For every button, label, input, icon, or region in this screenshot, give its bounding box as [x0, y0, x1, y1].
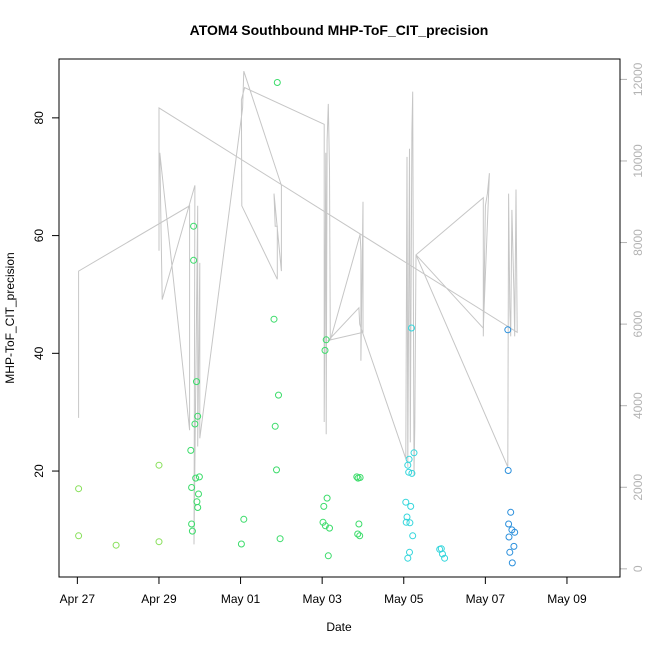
y-tick-label-3: 80	[32, 111, 46, 125]
y2-tick-label-6: 12000	[631, 62, 645, 96]
data-point-41	[402, 498, 410, 506]
data-point-60	[504, 467, 512, 474]
scatter-points	[75, 79, 519, 567]
line-series	[78, 71, 518, 545]
data-point-0	[75, 485, 83, 493]
data-point-35	[353, 473, 361, 481]
data-point-20	[240, 515, 248, 523]
data-point-9	[190, 222, 198, 230]
y-tick-label-2: 60	[32, 229, 46, 243]
data-point-21	[270, 315, 278, 323]
x-tick-label-3: May 03	[302, 592, 342, 606]
data-point-16	[194, 412, 202, 420]
data-point-12	[192, 474, 200, 482]
x-axis-label: Date	[326, 620, 352, 634]
data-point-13	[193, 378, 200, 386]
data-point-29	[321, 346, 329, 354]
y-axis-right: 0 2000 4000 6000 8000 10000 12000	[619, 62, 645, 572]
data-point-54	[410, 449, 418, 457]
data-point-26	[276, 535, 284, 543]
y2-tick-label-2: 4000	[631, 392, 645, 419]
x-tick-label-4: May 05	[384, 592, 424, 606]
y-tick-label-1: 40	[32, 346, 46, 360]
data-point-59	[504, 326, 512, 334]
data-point-8	[188, 527, 196, 535]
data-point-66	[508, 559, 516, 567]
data-point-46	[405, 468, 413, 476]
data-point-27	[319, 518, 327, 526]
y2-tick-label-0: 0	[631, 565, 645, 572]
x-tick-label-0: Apr 27	[60, 592, 96, 606]
data-point-42	[402, 518, 410, 526]
data-point-49	[406, 519, 414, 527]
data-point-10	[190, 256, 198, 264]
y-axis-left: 20 40 60 80	[32, 111, 60, 478]
chart-title: ATOM4 Southbound MHP-ToF_CIT_precision	[190, 22, 489, 38]
y2-tick-label-5: 10000	[631, 144, 645, 178]
data-point-32	[323, 494, 331, 502]
data-point-45	[404, 554, 412, 562]
data-point-31	[322, 336, 330, 344]
data-point-25	[275, 391, 282, 399]
data-point-39	[356, 532, 364, 540]
x-tick-label-2: May 01	[221, 592, 261, 606]
x-tick-label-5: May 07	[466, 592, 506, 606]
data-point-23	[273, 466, 280, 474]
data-point-15	[194, 504, 202, 511]
y2-tick-label-3: 6000	[631, 310, 645, 337]
data-point-38	[355, 520, 363, 528]
data-point-51	[408, 324, 415, 332]
data-point-50	[407, 502, 415, 510]
data-point-40	[356, 474, 364, 481]
data-point-6	[188, 484, 196, 491]
data-point-63	[506, 548, 514, 556]
data-point-28	[320, 502, 328, 510]
data-point-43	[403, 513, 411, 521]
data-point-57	[439, 550, 446, 558]
data-point-64	[507, 508, 515, 516]
gray-line-series	[78, 71, 518, 545]
data-point-30	[321, 522, 329, 530]
data-point-1	[75, 532, 83, 540]
data-point-58	[441, 554, 449, 562]
data-point-33	[324, 552, 332, 560]
plot-frame	[58, 58, 621, 578]
data-point-24	[273, 79, 281, 86]
data-point-19	[237, 540, 245, 548]
data-point-61	[505, 520, 513, 528]
y-axis-label: MHP-ToF_CIT_precision	[3, 252, 17, 383]
data-point-36	[354, 530, 362, 538]
data-point-34	[326, 524, 333, 532]
data-point-7	[188, 520, 196, 528]
y-tick-label-0: 20	[32, 464, 46, 478]
x-tick-label-6: May 09	[547, 592, 587, 606]
data-point-11	[191, 420, 199, 428]
y2-tick-label-1: 2000	[631, 474, 645, 501]
data-point-47	[405, 455, 413, 463]
data-point-52	[408, 469, 416, 477]
data-point-53	[409, 532, 417, 540]
data-point-22	[271, 422, 279, 430]
y2-tick-label-4: 8000	[631, 229, 645, 256]
data-point-68	[511, 528, 519, 536]
data-point-4	[155, 538, 163, 546]
data-point-17	[195, 490, 202, 498]
data-point-56	[437, 545, 445, 553]
data-point-48	[406, 548, 413, 556]
data-point-62	[505, 533, 513, 541]
data-point-67	[510, 542, 518, 550]
data-point-3	[155, 461, 163, 469]
x-axis: Apr 27 Apr 29 May 01 May 03 May 05 May 07 May …	[60, 576, 587, 606]
x-tick-label-1: Apr 29	[141, 592, 177, 606]
data-point-5	[187, 446, 195, 454]
data-point-18	[195, 473, 203, 481]
data-point-2	[112, 541, 120, 549]
